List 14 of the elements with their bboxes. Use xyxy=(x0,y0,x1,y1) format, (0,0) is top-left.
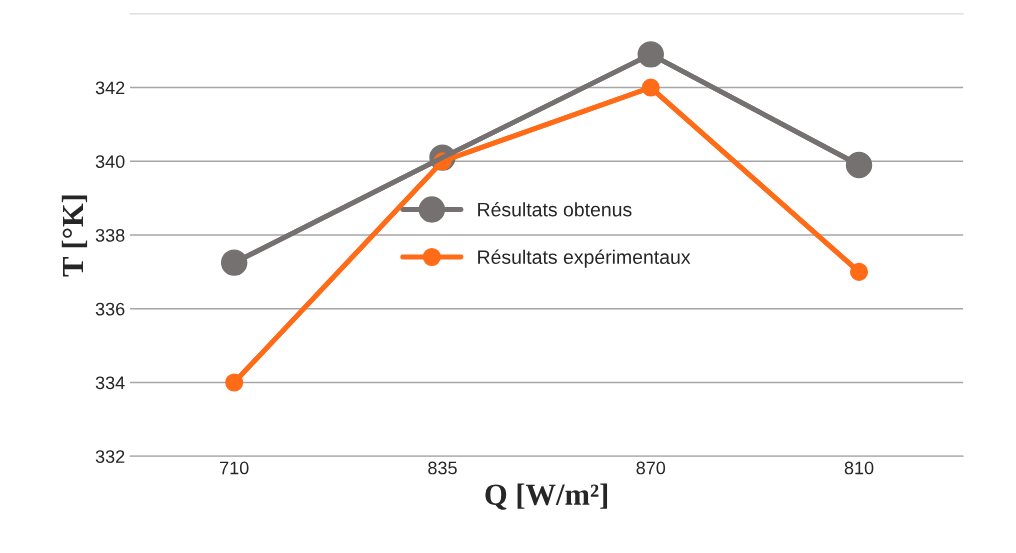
y-tick-label: 334 xyxy=(95,376,125,390)
legend-label: Résultats obtenus xyxy=(478,201,632,217)
y-tick-label: 340 xyxy=(95,155,125,169)
y-tick-label: 336 xyxy=(95,302,125,316)
x-tick-label: 835 xyxy=(428,461,457,475)
x-tick-label: 870 xyxy=(636,461,666,475)
legend-label: Résultats expérimentaux xyxy=(478,249,691,268)
y-tick-label: 332 xyxy=(95,450,125,463)
x-axis-title: Q [W/m²] xyxy=(485,483,608,510)
x-tick-label: 710 xyxy=(220,461,249,475)
x-tick-label: 810 xyxy=(844,461,874,475)
y-tick-label: 342 xyxy=(95,81,125,95)
y-axis-title: T [°K] xyxy=(61,195,88,277)
y-tick-label: 338 xyxy=(95,228,125,242)
